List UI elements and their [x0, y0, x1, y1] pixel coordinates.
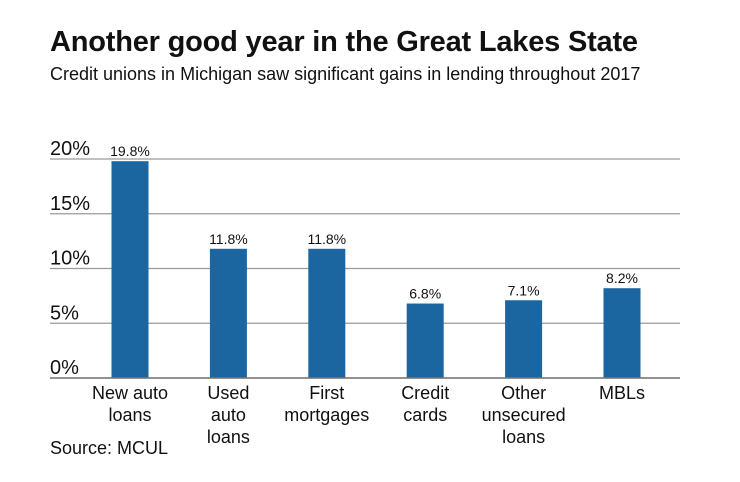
x-tick-label: loans — [207, 427, 250, 447]
y-tick-label: 10% — [50, 248, 90, 270]
x-tick-label: Other — [501, 383, 546, 403]
x-tick-label: MBLs — [599, 383, 645, 403]
bar — [505, 300, 543, 378]
x-tick-label: First — [309, 383, 344, 403]
x-tick-label: mortgages — [284, 405, 369, 425]
y-tick-label: 0% — [50, 357, 79, 379]
data-label: 11.8% — [307, 231, 346, 247]
x-tick-label: loans — [502, 427, 545, 447]
chart-title: Another good year in the Great Lakes Sta… — [50, 26, 638, 58]
source-note: Source: MCUL — [50, 438, 169, 458]
bar — [603, 288, 641, 378]
data-label: 19.8% — [110, 143, 150, 159]
y-tick-label: 20% — [50, 138, 90, 160]
x-tick-label: cards — [403, 405, 447, 425]
y-tick-label: 5% — [50, 302, 79, 324]
chart-subtitle: Credit unions in Michigan saw significan… — [50, 64, 641, 84]
data-label: 11.8% — [209, 231, 248, 247]
x-tick-label: auto — [211, 405, 246, 425]
bar — [111, 161, 149, 378]
x-tick-label: Credit — [401, 383, 449, 403]
bar — [209, 248, 247, 378]
data-label: 8.2% — [606, 270, 638, 286]
x-tick-label: New auto — [92, 383, 168, 403]
data-label: 6.8% — [409, 286, 441, 302]
x-tick-label: Used — [207, 383, 249, 403]
y-tick-label: 15% — [50, 193, 90, 215]
bar — [406, 303, 444, 378]
x-tick-label: unsecured — [482, 405, 566, 425]
x-tick-label: loans — [108, 405, 151, 425]
bar — [308, 248, 346, 378]
data-label: 7.1% — [508, 282, 540, 298]
